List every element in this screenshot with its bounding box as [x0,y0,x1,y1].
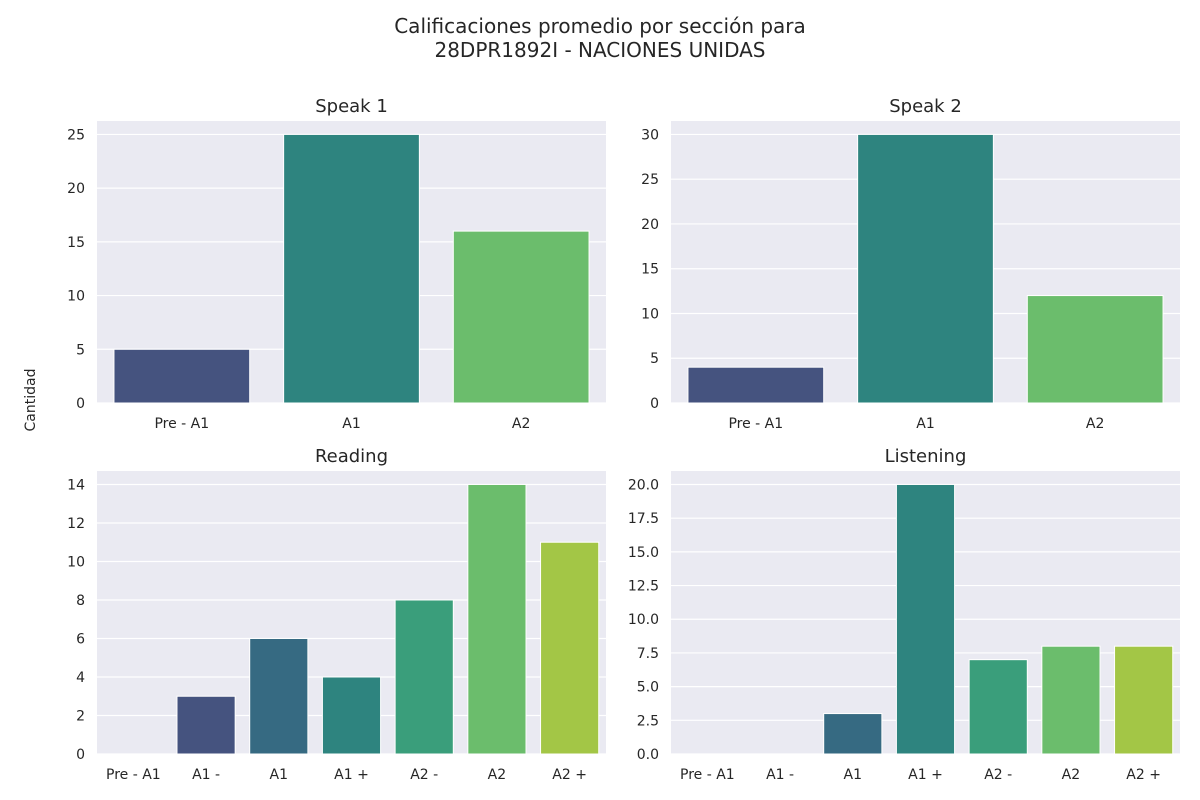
y-tick-label: 25 [67,127,85,143]
x-tick-label: A1 [342,416,360,432]
x-tick-label: A2 - [984,767,1012,783]
y-tick-label: 14 [67,477,85,493]
y-tick-label: 25 [641,172,659,188]
x-tick-label: A1 + [334,767,369,783]
x-tick-label: A1 - [766,767,794,783]
x-tick-label: A1 [916,416,934,432]
x-tick-label: A2 [1062,767,1080,783]
subplot-title: Listening [885,446,967,467]
bar-a1 [895,483,956,755]
x-tick-label: A1 + [908,767,943,783]
y-tick-label: 20.0 [628,477,659,493]
bar-a2 [452,230,590,404]
bar-a2 [394,599,454,755]
bar-a1 [321,676,382,755]
x-tick-label: A1 - [192,767,220,783]
y-tick-label: 10 [67,289,85,305]
subplot-speak-1: 0 5 10 15 20 25 Pre - A1 A1 A2 Speak 1 [67,96,606,432]
x-tick-label: A2 [512,416,530,432]
y-tick-label: 10 [67,554,85,570]
y-tick-label: 5 [650,351,659,367]
x-tick-label: A2 + [552,767,587,783]
y-tick-label: 20 [641,217,659,233]
y-tick-label: 8 [76,593,85,609]
y-tick-label: 0 [650,396,659,412]
subplot-title: Speak 1 [315,96,388,117]
y-tick-label: 0 [76,396,85,412]
bar-a2 [1041,645,1101,755]
subplot-title: Reading [315,446,388,467]
bar-a2 [467,483,527,755]
y-tick-label: 15 [67,235,85,251]
x-tick-label: A1 [844,767,862,783]
subplot-speak-2: 0 5 10 15 20 25 30 Pre - A1 A1 A2 Speak 2 [641,96,1180,432]
y-tick-label: 5 [76,342,85,358]
subplot-listening: 0.0 2.5 5.0 7.5 10.0 12.5 15.0 17.5 20.0 Pre - A1… [628,446,1180,783]
x-tick-label: Pre - A1 [680,767,735,783]
y-tick-label: 6 [76,631,85,647]
bar-a2 [968,659,1028,755]
x-tick-label: A2 - [410,767,438,783]
x-tick-label: Pre - A1 [106,767,161,783]
y-tick-label: 7.5 [637,646,659,662]
y-tick-label: 20 [67,181,85,197]
x-tick-label: A2 + [1126,767,1161,783]
y-tick-label: 17.5 [628,511,659,527]
x-tick-label: Pre - A1 [728,416,783,432]
y-tick-label: 4 [76,670,85,686]
bar-a1 [283,133,420,404]
y-tick-label: 10.0 [628,612,659,628]
bar-pre-a1 [687,366,825,404]
y-tick-label: 2.5 [637,713,659,729]
y-tick-label: 0 [76,747,85,763]
subplot-title: Speak 2 [889,96,962,117]
x-tick-label: A2 [488,767,506,783]
y-tick-label: 30 [641,127,659,143]
figure-title-line-1: Calificaciones promedio por sección para [394,14,806,38]
bar-a2 [1026,295,1164,404]
y-tick-label: 0.0 [637,747,659,763]
y-tick-label: 5.0 [637,680,659,696]
y-tick-label: 15 [641,262,659,278]
x-tick-label: A2 [1086,416,1104,432]
bar-a2 [1114,645,1174,755]
y-tick-label: 12.5 [628,579,659,595]
bar-a2 [540,541,600,755]
bar-a1 [857,133,994,404]
bar-a1 [249,637,309,755]
subplot-reading: 0 2 4 6 8 10 12 14 Pre - A1 A1 - A1 A1 + A2 - A2 A2 + R… [67,446,606,783]
y-tick-label: 10 [641,306,659,322]
y-tick-label: 2 [76,708,85,724]
figure-title-line-2: 28DPR1892I - NACIONES UNIDAS [434,38,766,62]
bar-pre-a1 [113,348,251,404]
y-tick-label: 15.0 [628,545,659,561]
bar-a1 [823,713,883,755]
x-tick-label: Pre - A1 [154,416,209,432]
x-tick-label: A1 [270,767,288,783]
bar-a1 [176,695,236,755]
y-tick-label: 12 [67,516,85,532]
